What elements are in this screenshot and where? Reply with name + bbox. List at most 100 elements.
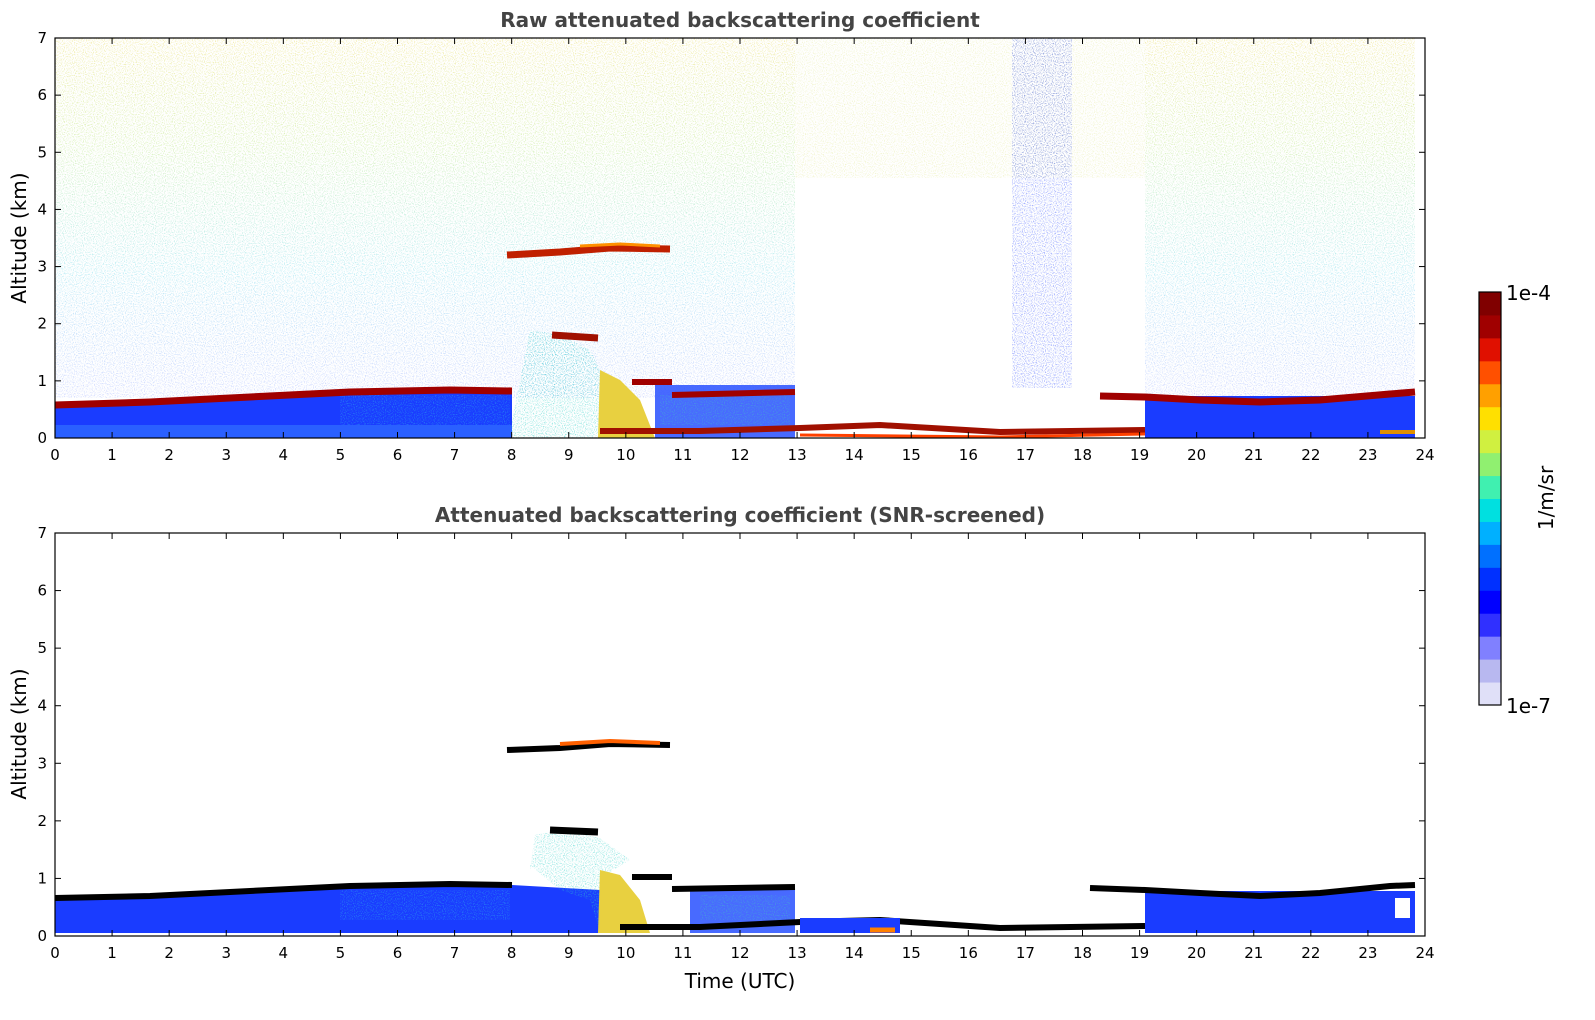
snr-screened-panel: Attenuated backscattering coefficient (S… (7, 503, 1435, 993)
colorbar-step (1479, 383, 1501, 408)
snr-x-tick-label: 3 (221, 944, 231, 962)
raw-x-tick-label: 9 (564, 446, 574, 464)
colorbar-step (1479, 314, 1501, 339)
raw-x-tick-label: 17 (1016, 446, 1035, 464)
aerosol-plume (512, 330, 600, 438)
raw-x-tick-label: 2 (164, 446, 174, 464)
snr-panel-title: Attenuated backscattering coefficient (S… (435, 503, 1045, 527)
snr-x-tick-label: 11 (673, 944, 692, 962)
raw-y-axis-label: Altitude (km) (7, 172, 31, 303)
snr-residual-layer-cyan (340, 890, 510, 920)
snr-x-ticks: 0 1 2 3 4 5 6 7 8 9 10 11 12 13 14 15 16 17 18 19 20 21 22 23 24 (50, 533, 1435, 962)
raw-backscatter-field (54, 38, 1416, 439)
snr-y-tick-label: 1 (37, 869, 47, 887)
raw-x-tick-label: 18 (1073, 446, 1092, 464)
snr-x-tick-label: 14 (845, 944, 864, 962)
snr-x-tick-label: 15 (902, 944, 921, 962)
colorbar-max-label: 1e-4 (1506, 281, 1551, 305)
snr-x-tick-label: 10 (616, 944, 635, 962)
snr-y-tick-label: 7 (37, 524, 47, 542)
colorbar-step (1479, 337, 1501, 362)
raw-x-tick-label: 10 (616, 446, 635, 464)
raw-x-tick-label: 14 (845, 446, 864, 464)
raw-x-tick-label: 21 (1244, 446, 1263, 464)
raw-x-tick-label: 3 (221, 446, 231, 464)
snr-x-tick-label: 5 (336, 944, 346, 962)
raw-y-tick-label: 1 (37, 372, 47, 390)
snr-boundary-layer-top-evening (1089, 882, 1416, 900)
cloud-layer-1.85km (551, 331, 599, 342)
snr-x-tick-label: 24 (1415, 944, 1434, 962)
colorbar-step (1479, 452, 1501, 477)
time-axis-label: Time (UTC) (684, 969, 796, 993)
raw-y-tick-label: 6 (37, 86, 47, 104)
snr-y-tick-label: 0 (37, 927, 47, 945)
colorbar-step (1479, 636, 1501, 660)
snr-x-tick-label: 17 (1016, 944, 1035, 962)
snr-cloud-layer-0.8km (671, 884, 796, 892)
colorbar-unit-label: 1/m/sr (1534, 465, 1558, 530)
colorbar-step (1479, 544, 1501, 568)
raw-panel-title: Raw attenuated backscattering coefficien… (500, 8, 980, 32)
raw-y-ticks: 0 1 2 3 4 5 6 7 (37, 29, 1425, 447)
raw-y-tick-label: 3 (37, 258, 47, 276)
raw-x-tick-label: 4 (279, 446, 289, 464)
colorbar-min-label: 1e-7 (1506, 694, 1551, 718)
snr-clear-gap-23.7h (1395, 898, 1410, 918)
snr-x-tick-label: 20 (1187, 944, 1206, 962)
snr-aerosol-plume-core (598, 870, 650, 933)
snr-y-tick-label: 2 (37, 812, 47, 830)
raw-x-tick-label: 6 (393, 446, 403, 464)
snr-x-tick-label: 12 (730, 944, 749, 962)
snr-x-tick-label: 0 (50, 944, 60, 962)
colorbar-step (1479, 682, 1501, 706)
snr-y-tick-label: 5 (37, 639, 47, 657)
snr-boundary-layer-top-morning (54, 880, 513, 901)
raw-backscatter-panel: Raw attenuated backscattering coefficien… (7, 8, 1435, 464)
low-layer-13-19h (600, 421, 1146, 436)
raw-x-tick-label: 23 (1358, 446, 1377, 464)
raw-y-tick-label: 2 (37, 315, 47, 333)
raw-x-tick-label: 24 (1415, 446, 1434, 464)
colorbar-frame (1478, 291, 1502, 706)
snr-y-tick-label: 3 (37, 754, 47, 772)
raw-x-tick-label: 1 (107, 446, 117, 464)
colorbar-steps (1479, 292, 1501, 706)
raw-x-tick-label: 11 (673, 446, 692, 464)
boundary-layer-top-morning (54, 386, 513, 409)
raw-x-tick-label: 7 (450, 446, 460, 464)
colorbar-step (1479, 590, 1501, 614)
raw-x-tick-label: 0 (50, 446, 60, 464)
snr-x-tick-label: 21 (1244, 944, 1263, 962)
boundary-layer-top-evening (1099, 388, 1416, 406)
raw-x-tick-label: 20 (1187, 446, 1206, 464)
noise-column-17h (1012, 38, 1072, 388)
snr-y-tick-label: 6 (37, 582, 47, 600)
snr-x-tick-label: 9 (564, 944, 574, 962)
snr-x-tick-label: 23 (1358, 944, 1377, 962)
snr-cloud-layer-3.2km-top (559, 738, 661, 746)
residual-layer-cyan-morning (340, 395, 510, 425)
snr-plot-frame (54, 532, 1426, 937)
snr-x-tick-label: 2 (164, 944, 174, 962)
low-layer-13-19h-lower (799, 432, 1146, 439)
colorbar: 1e-4 1e-7 1/m/sr (1478, 281, 1558, 718)
cloud-layer-3.2km-top (579, 242, 661, 248)
snr-y-tick-label: 4 (37, 697, 47, 715)
cloud-layer-3.2km (506, 244, 671, 259)
raw-x-tick-label: 5 (336, 446, 346, 464)
snr-backscatter-field (54, 738, 1416, 933)
snr-y-axis-label: Altitude (km) (7, 668, 31, 799)
aerosol-plume-core (598, 370, 655, 438)
colorbar-step (1479, 429, 1501, 454)
noise-background-right (1145, 38, 1415, 398)
raw-x-tick-label: 13 (788, 446, 807, 464)
snr-x-tick-label: 6 (393, 944, 403, 962)
colorbar-step (1479, 659, 1501, 683)
raw-x-tick-label: 15 (902, 446, 921, 464)
snr-x-tick-label: 7 (450, 944, 460, 962)
noise-background-left (55, 38, 795, 398)
raw-x-tick-label: 12 (730, 446, 749, 464)
raw-x-tick-label: 16 (959, 446, 978, 464)
